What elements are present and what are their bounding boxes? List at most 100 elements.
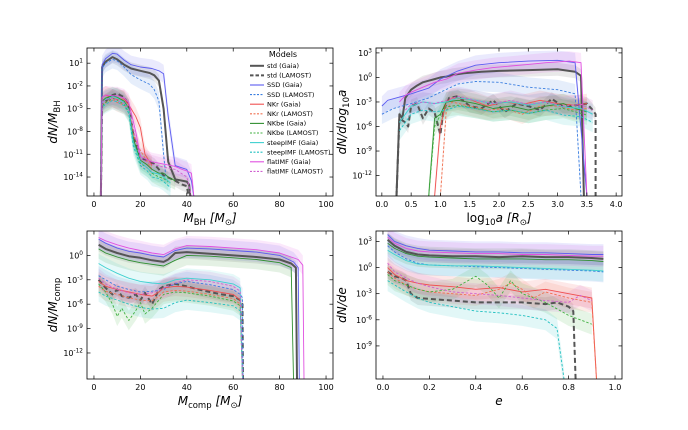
- legend: Models std (Gaia) std (LAMOST)SSD (Gaia) SS…: [250, 50, 331, 176]
- legend-entry: NKr (LAMOST): [267, 110, 313, 118]
- line-ssd-gaia: [100, 52, 195, 196]
- line-ssd-lamost: [387, 245, 604, 273]
- band-nkbe-gaia: [428, 90, 587, 196]
- line-flatimf-lamost: [98, 277, 243, 379]
- y-axis-label: dN/dlog10a: [335, 90, 352, 155]
- x-tick-label: 3.0: [551, 200, 564, 209]
- plot-area: [381, 50, 597, 196]
- y-tick-label: 10-2: [67, 81, 83, 91]
- x-tick-label: 1.5: [463, 200, 476, 209]
- line-steepimf-lamost: [100, 99, 171, 196]
- line-flatimf-lamost: [100, 97, 192, 196]
- y-tick-label: 10-3: [356, 97, 372, 107]
- line-flatimf-lamost: [404, 95, 593, 111]
- x-axis-label: log10a [R⊙]: [466, 211, 531, 228]
- y-tick-label: 10-6: [356, 122, 372, 132]
- line-steepimf-lamost: [387, 280, 565, 379]
- x-tick-label: 0.8: [562, 383, 575, 392]
- line-nkr-lamost: [439, 101, 587, 196]
- line-std-lamost: [97, 279, 244, 379]
- band-flatimf-lamost: [100, 89, 192, 196]
- legend-entry: steepIMF (LAMOST): [267, 148, 331, 156]
- line-ssd-gaia: [387, 234, 604, 255]
- legend-entry: NKbe (Gaia): [267, 120, 306, 128]
- plot-area: [97, 231, 305, 379]
- line-nkbe-gaia: [387, 242, 604, 262]
- band-ssd-lamost: [100, 50, 166, 196]
- x-axis-label: MBH [M⊙]: [183, 211, 237, 228]
- line-nkr-lamost: [100, 99, 153, 196]
- line-flatimf-gaia: [387, 236, 604, 257]
- line-steepimf-lamost: [98, 291, 243, 379]
- separation-panel: 0.0 0.5 1.0 1.5 2.0 2.5 3.0 3.5 4.0 103 100 10-3 10-…: [335, 47, 623, 228]
- band-steepimf-gaia: [98, 253, 243, 379]
- y-tick-label: 103: [358, 48, 372, 58]
- line-std-gaia: [98, 243, 298, 379]
- line-flatimf-gaia: [399, 60, 588, 196]
- y-tick-label: 10-14: [63, 173, 83, 183]
- x-tick-label: 80: [275, 200, 285, 209]
- y-tick-label: 10-9: [356, 341, 372, 351]
- y-tick-label: 100: [358, 263, 372, 273]
- line-flatimf-lamost: [387, 262, 592, 303]
- y-tick-label: 10-6: [356, 315, 372, 325]
- legend-entry: flatIMF (LAMOST): [267, 168, 323, 176]
- x-tick-label: 4.0: [610, 200, 623, 209]
- line-nkbe-lamost: [100, 97, 169, 196]
- axes-frame: [375, 230, 623, 380]
- line-ssd-gaia: [381, 59, 588, 196]
- x-tick-label: 0.0: [375, 200, 388, 209]
- y-axis-label: dN/de: [335, 287, 349, 323]
- band-nkr-gaia: [387, 257, 597, 379]
- y-tick-label: 100: [358, 73, 372, 83]
- band-nkbe-lamost: [98, 274, 243, 379]
- y-axis-label: dN/MBH: [46, 100, 63, 143]
- x-tick-label: 60: [228, 383, 238, 392]
- line-std-gaia: [395, 68, 585, 196]
- x-tick-label: 60: [228, 200, 238, 209]
- line-std-gaia: [386, 238, 604, 260]
- companion-mass-panel: 0 20 40 60 80 100 100 10-3 10-6 10-9 10-12 Mcomp [M…: [46, 230, 334, 411]
- x-tick-label: 0: [91, 200, 96, 209]
- band-nkr-gaia: [98, 271, 243, 379]
- legend-entry: NKr (Gaia): [267, 100, 301, 108]
- band-std-lamost: [387, 265, 576, 379]
- line-steepimf-gaia: [387, 249, 604, 272]
- line-flatimf-gaia: [98, 237, 305, 379]
- line-std-gaia: [99, 56, 192, 196]
- line-flatimf-gaia: [100, 94, 195, 196]
- x-axis-label: Mcomp [M⊙]: [178, 394, 243, 411]
- x-axis-label: e: [495, 394, 502, 408]
- x-tick-label: 0.2: [423, 383, 436, 392]
- x-tick-label: 3.5: [580, 200, 593, 209]
- line-nkbe-lamost: [98, 283, 243, 379]
- x-tick-label: 1.0: [434, 200, 447, 209]
- x-tick-label: 20: [135, 200, 145, 209]
- band-nkbe-gaia: [100, 86, 176, 196]
- band-std-lamost: [98, 273, 243, 379]
- band-std-gaia: [396, 62, 584, 196]
- x-tick-label: 80: [275, 383, 285, 392]
- y-tick-label: 10-9: [356, 147, 372, 157]
- line-ssd-lamost: [100, 58, 167, 196]
- plot-area: [99, 48, 195, 196]
- legend-entry: SSD (Gaia): [267, 81, 302, 89]
- line-ssd-lamost: [381, 81, 582, 196]
- x-tick-label: 1.0: [609, 383, 622, 392]
- band-flatimf-lamost: [98, 268, 243, 379]
- eccentricity-panel: 0.0 0.2 0.4 0.6 0.8 1.0 103 100 10-3 10-6 10-9 e dN/…: [335, 230, 623, 408]
- x-tick-label: 0.6: [516, 383, 529, 392]
- band-ssd-gaia: [100, 48, 194, 196]
- x-tick-label: 20: [135, 383, 145, 392]
- y-tick-label: 100: [69, 251, 83, 261]
- legend-entry: flatIMF (Gaia): [267, 158, 311, 166]
- band-steepimf-gaia: [387, 239, 604, 282]
- band-flatimf-gaia: [399, 51, 587, 196]
- line-ssd-gaia: [98, 238, 300, 379]
- line-nkbe-gaia: [428, 99, 588, 196]
- legend-entry: SSD (LAMOST): [267, 91, 314, 99]
- band-steepimf-lamost: [387, 270, 564, 379]
- y-tick-label: 10-9: [67, 324, 83, 334]
- legend-entry: std (Gaia): [267, 62, 299, 70]
